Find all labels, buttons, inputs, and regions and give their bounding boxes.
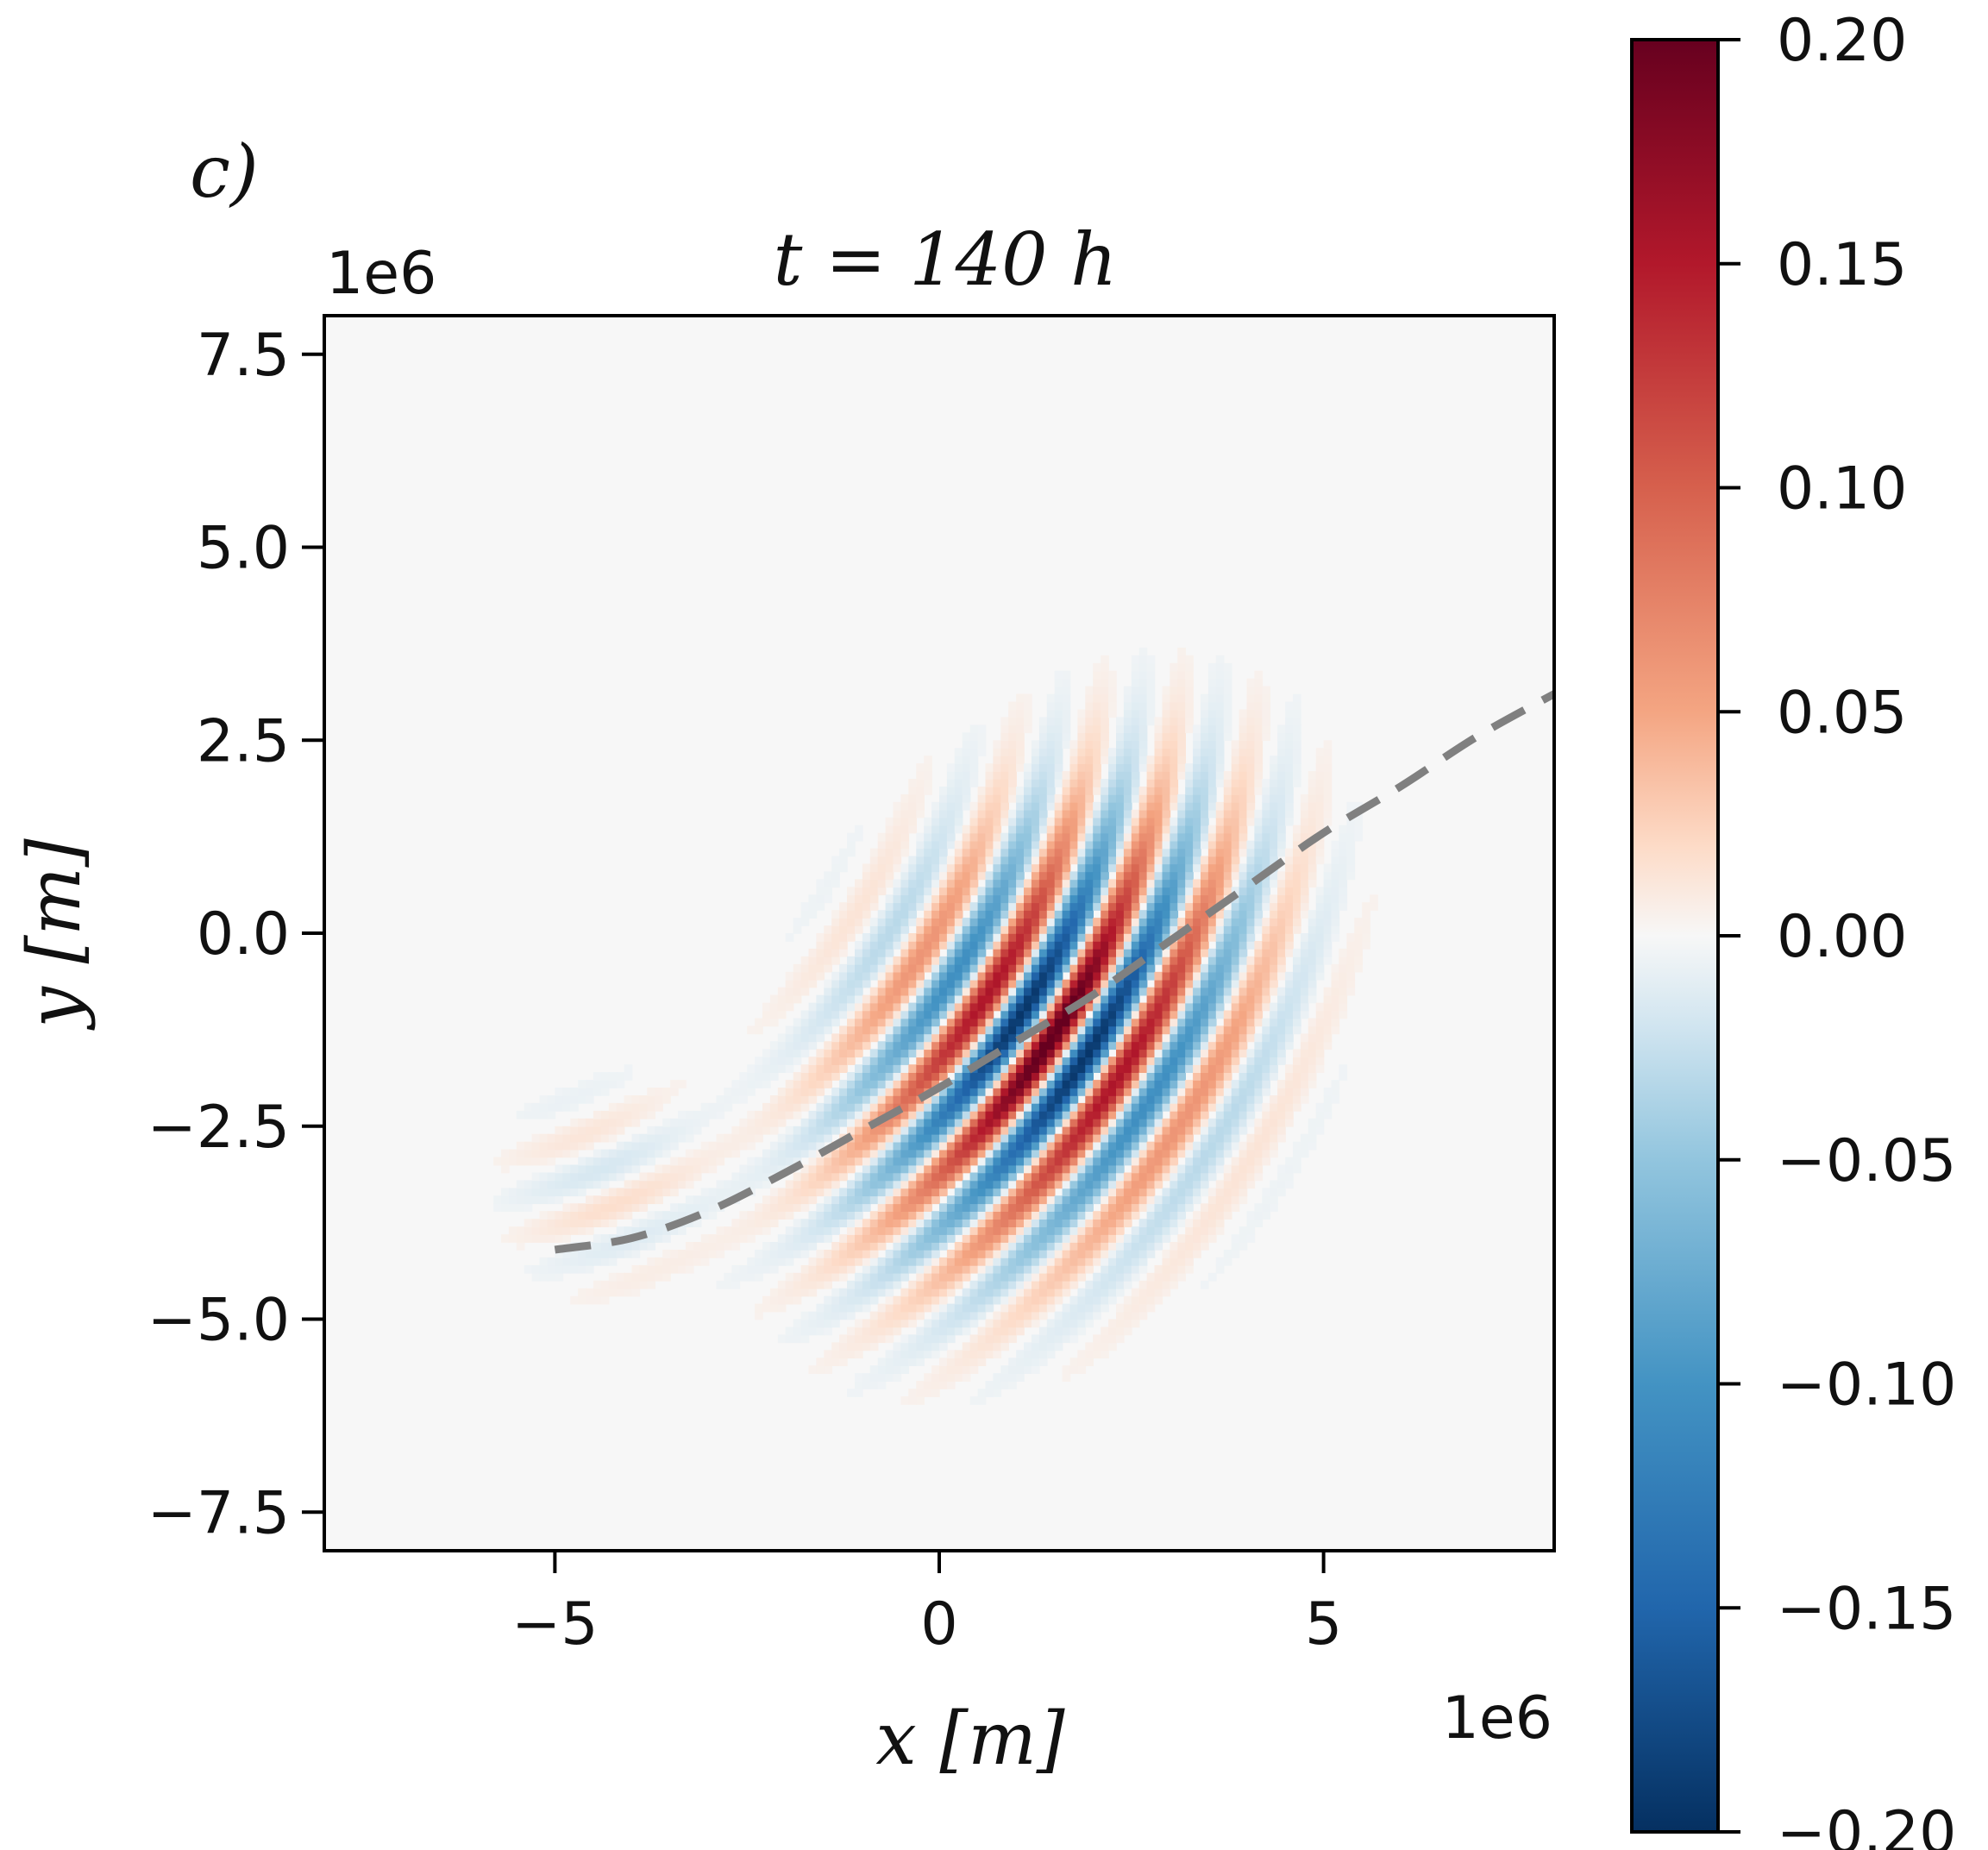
colorbar-tick-label: 0.05 [1777, 679, 1907, 747]
y-tick-label: −7.5 [147, 1479, 290, 1547]
y-offset-text: 1e6 [326, 240, 436, 308]
y-tick-label: −5.0 [147, 1287, 290, 1355]
wave-field [493, 647, 1378, 1405]
x-axis-label: x [m] [875, 1696, 1064, 1781]
y-tick-label: 7.5 [197, 322, 290, 390]
colorbar-tick-label: −0.15 [1777, 1575, 1956, 1643]
panel-label: c) [190, 129, 259, 214]
colorbar-tick-label: 0.20 [1777, 7, 1907, 75]
colorbar-ticks: 0.20 0.15 0.10 0.05 0.00 −0.05 −0.10 −0.15 −0.20 [1718, 7, 1956, 1850]
x-tick-label: 0 [920, 1590, 957, 1659]
colorbar: 0.20 0.15 0.10 0.05 0.00 −0.05 −0.10 −0.15 −0.20 [1630, 7, 1956, 1850]
x-tick-label: 5 [1305, 1590, 1342, 1659]
colorbar-tick-label: 0.10 [1777, 455, 1907, 524]
colorbar-tick-label: −0.10 [1777, 1351, 1956, 1420]
y-tick-label: 0.0 [197, 900, 290, 969]
ray-path-dashed-line [554, 690, 1554, 1254]
x-offset-text: 1e6 [1442, 1684, 1552, 1753]
colorbar-tick-label: 0.15 [1777, 231, 1907, 299]
y-axis: 7.5 5.0 2.5 0.0 −2.5 −5.0 −7.5 [147, 322, 324, 1547]
y-tick-label: 5.0 [197, 515, 290, 583]
x-axis: −5 0 5 [511, 1551, 1342, 1659]
y-axis-label: y [m] [12, 838, 97, 1032]
chart-title: t = 140 h [774, 217, 1118, 302]
y-tick-label: 2.5 [197, 707, 290, 775]
y-tick-label: −2.5 [147, 1094, 290, 1162]
plot-area [323, 314, 1556, 1552]
x-tick-label: −5 [511, 1590, 598, 1659]
colorbar-tick-label: −0.05 [1777, 1127, 1956, 1195]
colorbar-tick-label: −0.20 [1777, 1799, 1956, 1850]
colorbar-tick-label: 0.00 [1777, 903, 1907, 971]
colorbar-gradient [1630, 38, 1720, 1834]
